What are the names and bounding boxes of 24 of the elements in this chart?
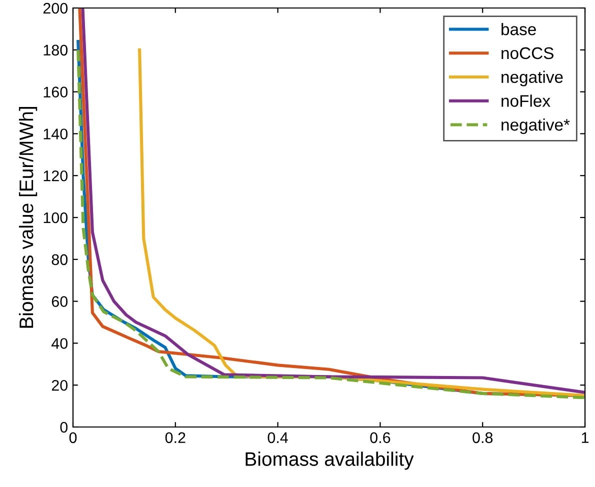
x-tick-label: 1 (582, 432, 589, 443)
x-tick-label: 0 (69, 432, 77, 444)
legend-label: noCCS (502, 47, 554, 60)
y-tick-label: 120 (44, 170, 68, 182)
y-tick-label: 100 (44, 212, 68, 224)
y-tick-label: 80 (52, 254, 68, 266)
legend-label: base (502, 23, 536, 36)
y-tick-label: 40 (52, 338, 68, 349)
legend-label: negative* (502, 118, 570, 134)
legend-label: noFlex (502, 94, 550, 107)
y-axis-title: Biomass value [Eur/MWh] (18, 107, 38, 328)
y-tick-label: 160 (44, 86, 68, 98)
x-tick-label: 0.8 (472, 432, 493, 444)
y-tick-label: 60 (52, 296, 68, 307)
y-tick-label: 140 (44, 128, 68, 140)
y-tick-label: 0 (60, 422, 68, 433)
y-tick-label: 200 (43, 2, 68, 14)
x-axis-title: Biomass availability (246, 452, 414, 470)
y-tick-label: 180 (44, 44, 68, 56)
y-tick-label: 20 (52, 380, 68, 391)
x-tick-label: 0.4 (268, 432, 288, 444)
x-tick-label: 0.2 (165, 432, 186, 444)
legend-label: negative (502, 70, 563, 86)
x-tick-label: 0.6 (370, 432, 390, 444)
